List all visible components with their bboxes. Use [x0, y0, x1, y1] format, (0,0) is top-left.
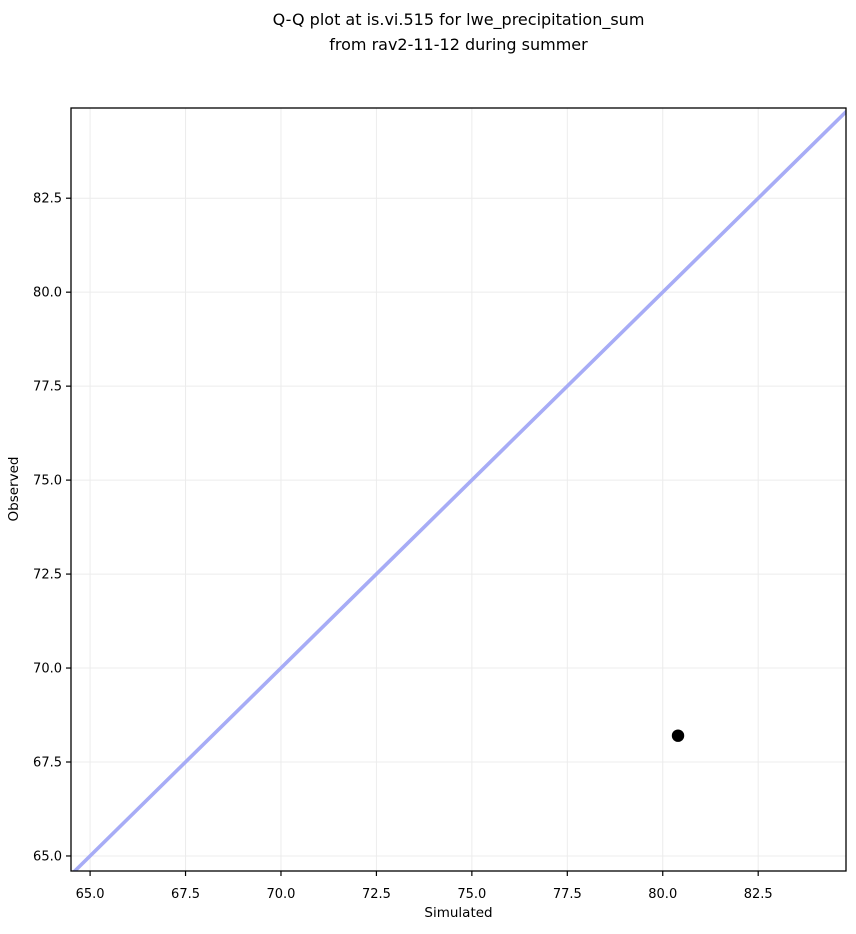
- plot-border: [70, 107, 847, 872]
- y-axis-label: Observed: [6, 456, 22, 522]
- y-tick-label: 80.0: [33, 286, 62, 301]
- chart-title-line2: from rav2-11-12 during summer: [329, 34, 588, 54]
- y-tick-label: 70.0: [33, 662, 62, 677]
- y-tick-label: 77.5: [33, 380, 62, 395]
- chart-title: Q-Q plot at is.vi.515 for lwe_precipitat…: [71, 8, 846, 57]
- x-tick-label: 70.0: [266, 887, 295, 902]
- x-tick-label: 65.0: [76, 887, 105, 902]
- y-tick-label: 67.5: [33, 756, 62, 771]
- x-tick-label: 80.0: [648, 887, 677, 902]
- plot-background: [71, 108, 846, 871]
- data-point: [671, 729, 685, 742]
- y-tick-label: 72.5: [33, 568, 62, 583]
- x-tick-label: 82.5: [744, 887, 773, 902]
- x-tick-label: 75.0: [457, 887, 486, 902]
- y-tick-label: 75.0: [33, 474, 62, 489]
- x-tick-label: 77.5: [553, 887, 582, 902]
- identity-line: [72, 109, 846, 871]
- y-tick-label: 82.5: [33, 192, 62, 207]
- y-tick-label: 65.0: [33, 849, 62, 864]
- x-tick-label: 72.5: [362, 887, 391, 902]
- x-axis-label: Simulated: [424, 905, 493, 921]
- chart-title-line1: Q-Q plot at is.vi.515 for lwe_precipitat…: [272, 10, 645, 29]
- x-tick-label: 67.5: [171, 887, 200, 902]
